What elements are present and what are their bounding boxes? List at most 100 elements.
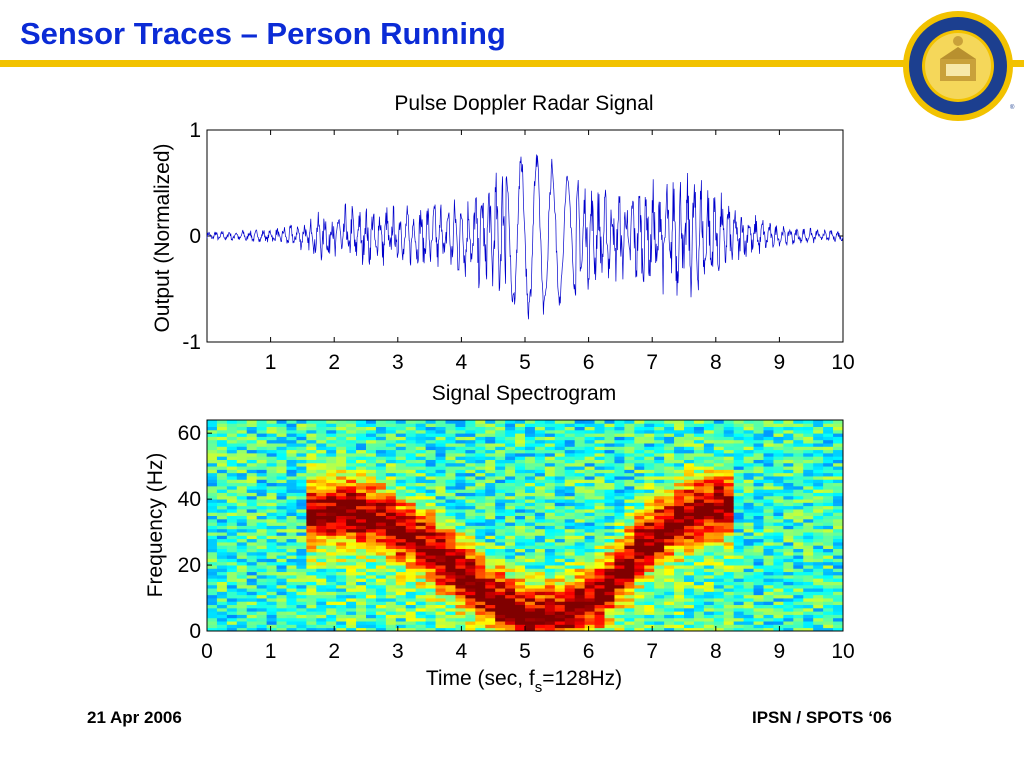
spectrogram-cell bbox=[733, 528, 745, 533]
spectrogram-cell bbox=[624, 624, 635, 629]
spectrogram-cell bbox=[833, 591, 844, 596]
spectrogram-cell bbox=[534, 525, 546, 530]
spectrogram-cell bbox=[246, 499, 258, 503]
spectrogram-cell bbox=[614, 420, 625, 424]
spectrogram-cell bbox=[425, 489, 436, 493]
spectrogram-cell bbox=[276, 426, 287, 431]
spectrogram-cell bbox=[534, 449, 546, 454]
spectrogram-cell bbox=[833, 611, 844, 615]
spectrogram-cell bbox=[783, 452, 794, 457]
spectrogram-cell bbox=[614, 472, 625, 477]
spectrogram-cell bbox=[495, 512, 506, 517]
spectrogram-cell bbox=[723, 561, 735, 566]
spectrogram-cell bbox=[316, 581, 327, 586]
spectrogram-cell bbox=[833, 535, 844, 540]
spectrogram-cell bbox=[624, 515, 635, 520]
spectrogram-cell bbox=[654, 446, 665, 451]
spectrogram-cell bbox=[534, 429, 546, 434]
spectrogram-cell bbox=[207, 439, 218, 444]
spectrogram-cell bbox=[684, 472, 695, 477]
spectrogram-cell bbox=[465, 568, 476, 573]
spectrogram-cell bbox=[525, 568, 536, 573]
spectrogram-cell bbox=[306, 426, 317, 431]
spectrogram-cell bbox=[306, 452, 317, 457]
spectrogram-cell bbox=[614, 492, 625, 497]
spectrogram-cell bbox=[346, 538, 357, 543]
spectrogram-cell bbox=[634, 499, 645, 503]
spectrogram-cell bbox=[723, 469, 735, 474]
spectrogram-cell bbox=[664, 578, 675, 582]
spectrogram-cell bbox=[366, 439, 377, 444]
spectrogram-cell bbox=[823, 436, 834, 441]
spectrogram-cell bbox=[544, 499, 556, 503]
spectrogram-cell bbox=[723, 614, 735, 619]
spectrogram-cell bbox=[336, 528, 347, 533]
spectrogram-cell bbox=[296, 601, 307, 606]
spectrogram-cell bbox=[475, 581, 486, 586]
spectrogram-cell bbox=[833, 459, 844, 464]
spectrogram-cell bbox=[703, 476, 715, 480]
spectrogram-cell bbox=[674, 555, 685, 559]
spectrogram-cell bbox=[465, 571, 476, 576]
spectrogram-cell bbox=[753, 594, 764, 599]
spectrogram-cell bbox=[415, 538, 427, 543]
spectrogram-cell bbox=[445, 532, 456, 536]
spectrogram-cell bbox=[693, 512, 705, 517]
spectrogram-cell bbox=[296, 627, 307, 632]
spectrogram-cell bbox=[693, 604, 705, 609]
spectrogram-cell bbox=[634, 601, 645, 606]
spectrogram-cell bbox=[544, 462, 556, 467]
spectrogram-cell bbox=[515, 607, 526, 612]
spectrogram-cell bbox=[395, 545, 407, 549]
spectrogram-cell bbox=[753, 443, 764, 447]
spectrogram-cell bbox=[813, 565, 824, 569]
spectrogram-cell bbox=[505, 598, 516, 602]
spectrogram-cell bbox=[395, 604, 407, 609]
spectrogram-cell bbox=[614, 485, 625, 490]
spectrogram-cell bbox=[475, 522, 486, 526]
spectrogram-cell bbox=[495, 502, 506, 507]
spectrogram-cell bbox=[375, 604, 387, 609]
spectrogram-cell bbox=[753, 420, 764, 424]
spectrogram-cell bbox=[733, 436, 745, 441]
spectrogram-cell bbox=[644, 446, 655, 451]
spectrogram-cell bbox=[783, 528, 794, 533]
spectrogram-cell bbox=[554, 594, 566, 599]
spectrogram-cell bbox=[356, 571, 367, 576]
spectrogram-cell bbox=[405, 525, 417, 530]
spectrogram-cell bbox=[654, 515, 665, 520]
spectrogram-cell bbox=[604, 512, 615, 517]
spectrogram-cell bbox=[485, 551, 496, 556]
spectrogram-cell bbox=[644, 565, 655, 569]
spectrogram-cell bbox=[395, 568, 407, 573]
spectrogram-xtick-label: 1 bbox=[265, 640, 277, 663]
spectrogram-cell bbox=[316, 574, 327, 579]
spectrogram-cell bbox=[266, 476, 277, 480]
spectrogram-title: Signal Spectrogram bbox=[432, 382, 616, 405]
spectrogram-cell bbox=[644, 627, 655, 632]
spectrogram-cell bbox=[375, 469, 387, 474]
spectrogram-cell bbox=[564, 571, 576, 576]
spectrogram-cell bbox=[723, 528, 735, 533]
spectrogram-cell bbox=[425, 443, 436, 447]
spectrogram-cell bbox=[723, 525, 735, 530]
spectrogram-cell bbox=[236, 574, 248, 579]
spectrogram-cell bbox=[674, 426, 685, 431]
spectrogram-cell bbox=[405, 439, 417, 444]
spectrogram-cell bbox=[326, 545, 337, 549]
spectrogram-cell bbox=[604, 617, 615, 622]
spectrogram-cell bbox=[614, 551, 625, 556]
spectrogram-cell bbox=[654, 614, 665, 619]
spectrogram-cell bbox=[753, 509, 764, 513]
spectrogram-cell bbox=[405, 611, 417, 615]
spectrogram-cell bbox=[773, 436, 784, 441]
spectrogram-cell bbox=[286, 581, 297, 586]
spectrogram-cell bbox=[554, 624, 566, 629]
radar-chart: Pulse Doppler Radar Signal Output (Norma… bbox=[151, 92, 855, 374]
spectrogram-cell bbox=[495, 571, 506, 576]
spectrogram-cell bbox=[654, 604, 665, 609]
spectrogram-cell bbox=[395, 449, 407, 454]
spectrogram-cell bbox=[475, 446, 486, 451]
spectrogram-cell bbox=[793, 459, 804, 464]
spectrogram-cell bbox=[793, 541, 804, 546]
